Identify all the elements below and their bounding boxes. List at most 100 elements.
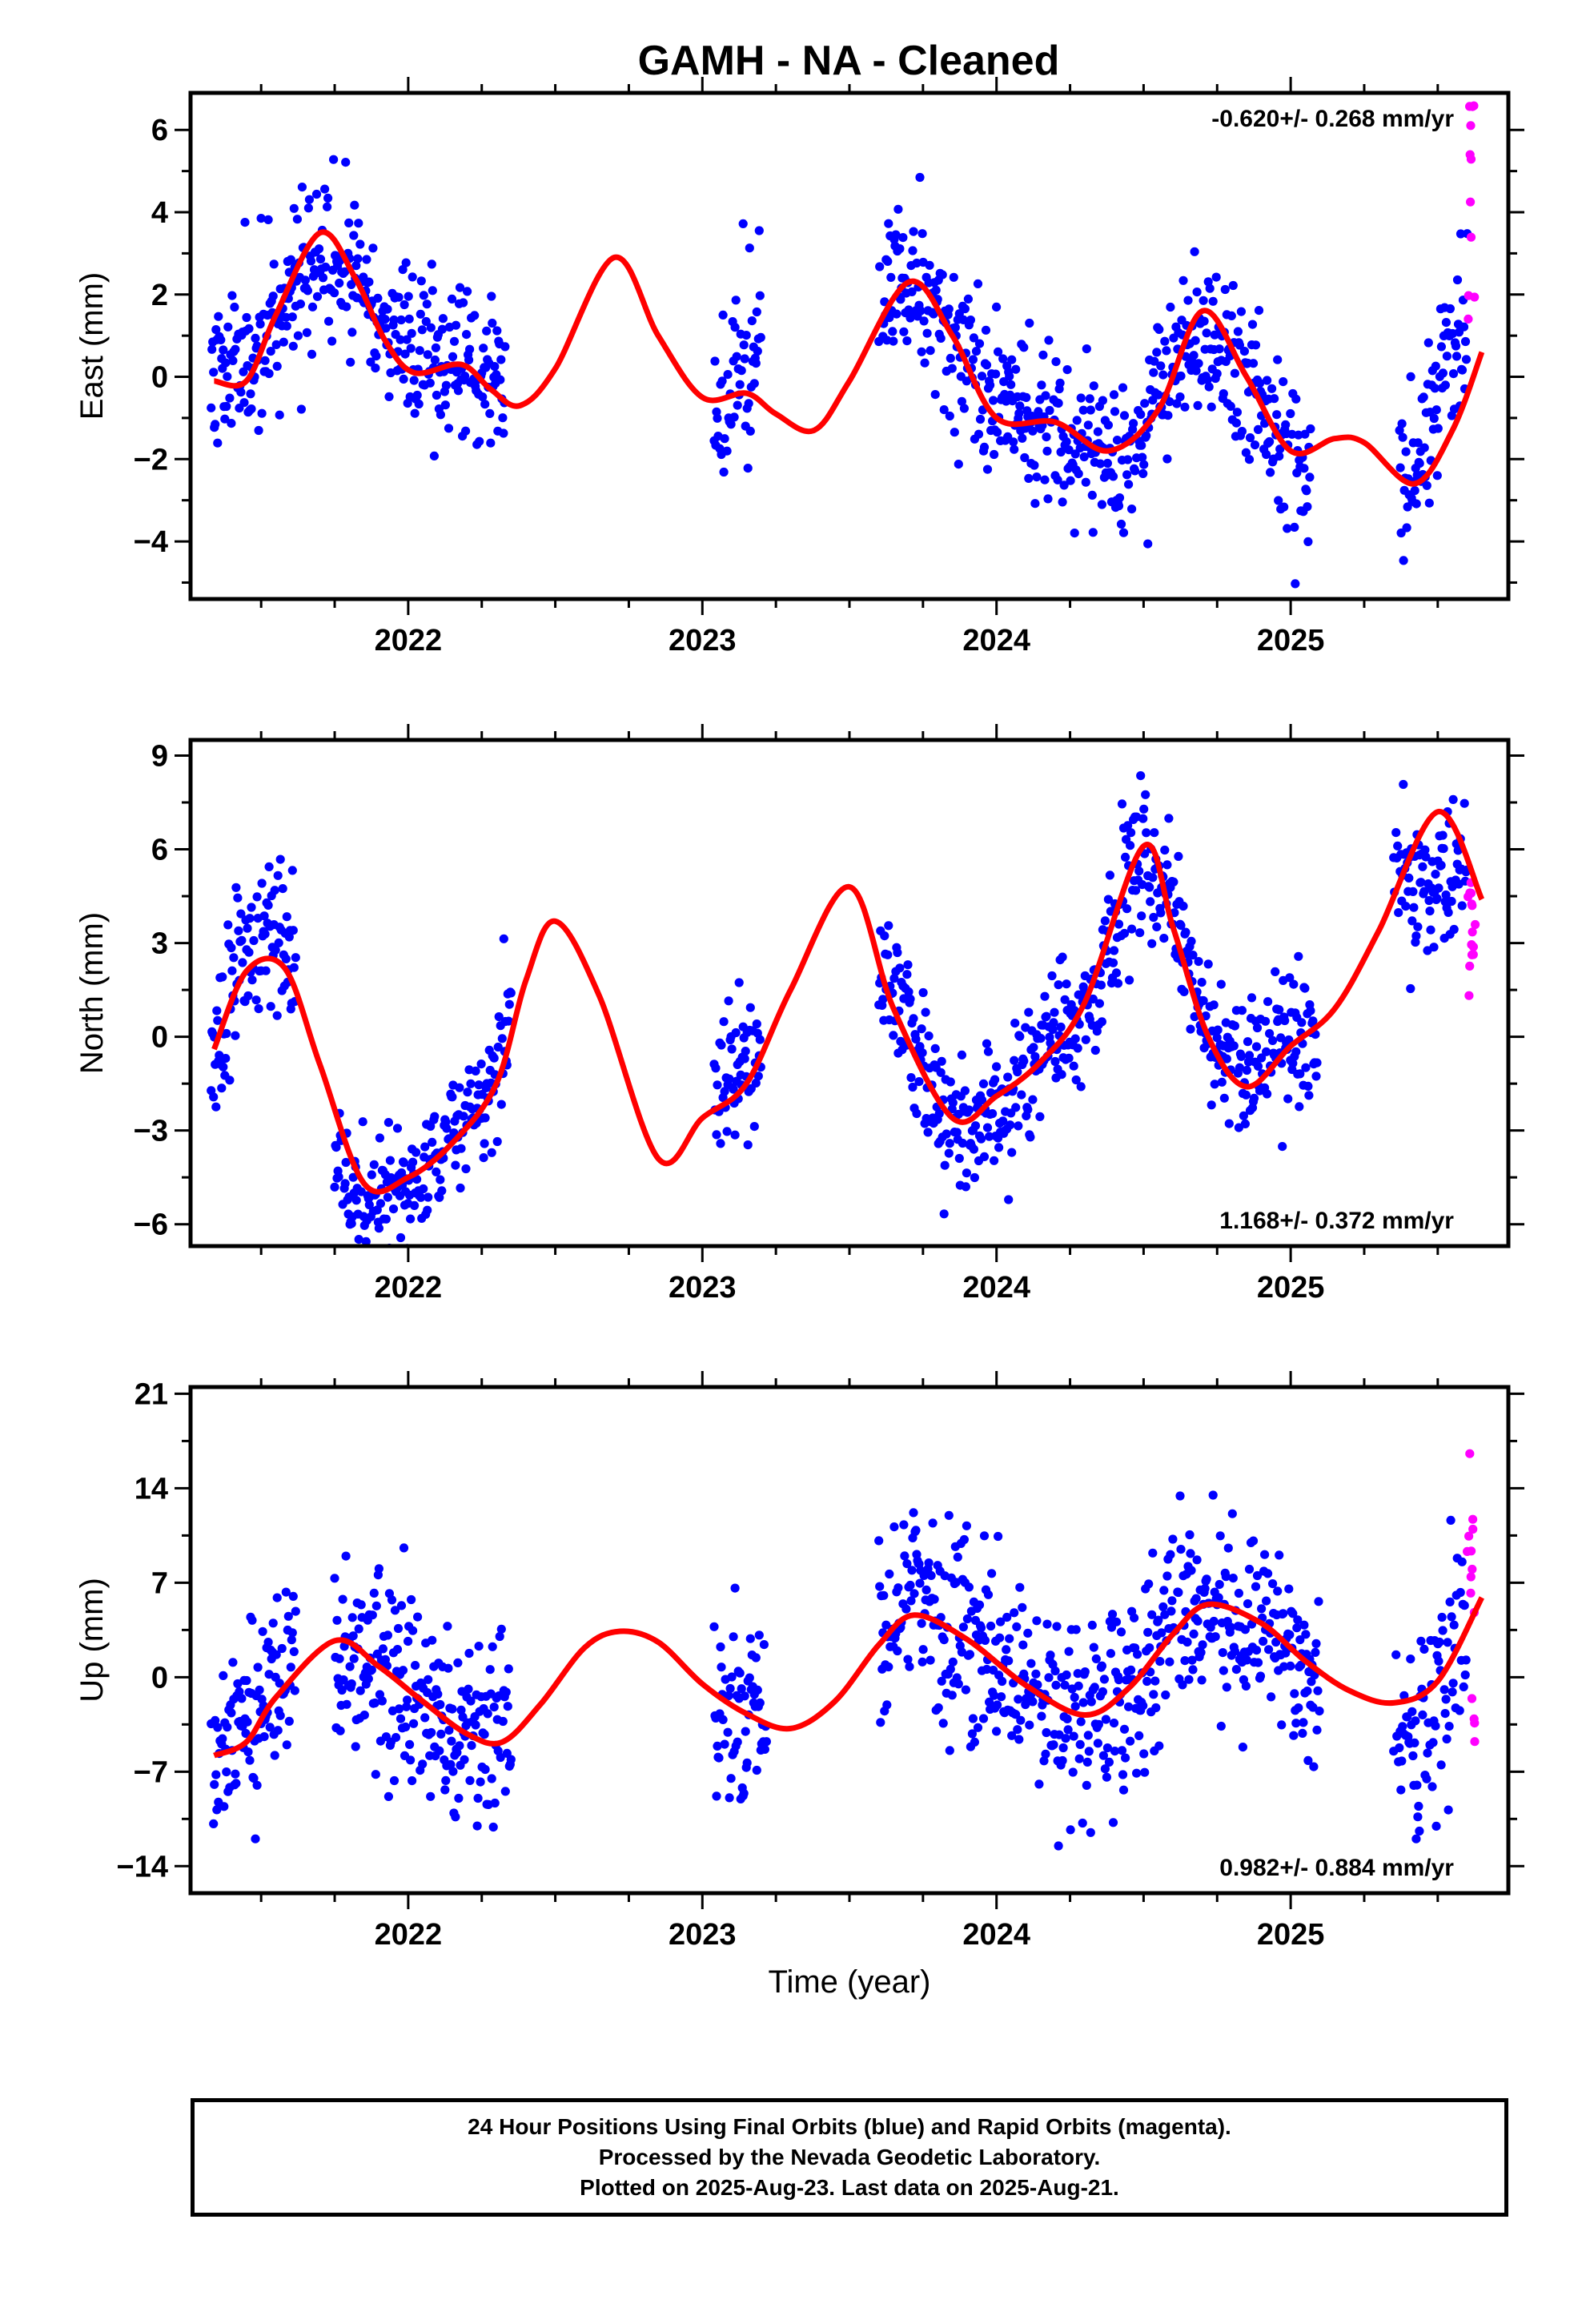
- north-final-point: [243, 923, 252, 933]
- up-final-point: [1054, 1841, 1063, 1851]
- up-final-points: [207, 1490, 1471, 1851]
- up-final-point: [760, 1744, 770, 1754]
- east-final-point: [1459, 322, 1469, 332]
- up-final-point: [387, 1595, 397, 1605]
- up-final-point: [1397, 1756, 1407, 1766]
- north-final-point: [985, 1132, 994, 1141]
- north-final-point: [958, 1138, 967, 1148]
- north-final-point: [1058, 952, 1067, 962]
- up-final-point: [995, 1633, 1005, 1642]
- east-final-point: [1230, 368, 1239, 378]
- east-final-point: [400, 349, 410, 359]
- up-final-point: [1423, 1748, 1432, 1758]
- north-final-point: [1108, 958, 1118, 967]
- up-final-point: [253, 1663, 263, 1672]
- up-final-point: [959, 1534, 969, 1545]
- east-final-point: [1440, 380, 1450, 390]
- north-final-point: [1207, 1100, 1216, 1110]
- up-final-point: [456, 1705, 466, 1715]
- north-final-point: [1103, 895, 1113, 904]
- up-final-point: [277, 1643, 287, 1654]
- east-final-point: [1044, 336, 1054, 345]
- east-final-point: [1300, 429, 1310, 439]
- north-final-point: [388, 1204, 399, 1214]
- north-final-point: [266, 1002, 275, 1011]
- up-final-point: [1191, 1594, 1201, 1603]
- up-final-point: [435, 1746, 444, 1755]
- up-final-point: [354, 1624, 363, 1634]
- east-final-point: [207, 403, 216, 412]
- east-final-point: [312, 292, 323, 301]
- up-final-point: [1295, 1635, 1305, 1645]
- up-final-point: [1284, 1584, 1294, 1594]
- east-final-point: [447, 294, 457, 304]
- up-final-point: [444, 1726, 454, 1735]
- east-final-point: [263, 215, 273, 224]
- up-final-point: [1226, 1622, 1235, 1632]
- up-final-point: [724, 1691, 733, 1701]
- up-final-point: [466, 1696, 476, 1706]
- east-final-point: [295, 300, 305, 309]
- north-final-point: [1113, 979, 1123, 988]
- up-final-point: [1039, 1756, 1049, 1766]
- east-final-point: [371, 352, 381, 361]
- east-final-point: [745, 426, 755, 436]
- up-final-point: [1148, 1548, 1158, 1558]
- up-final-point: [287, 1635, 296, 1645]
- up-final-point: [976, 1623, 986, 1633]
- north-final-point: [904, 987, 913, 997]
- east-final-point: [954, 460, 963, 469]
- east-final-point: [384, 392, 394, 401]
- east-final-point: [464, 355, 474, 365]
- up-final-point: [1016, 1715, 1026, 1725]
- up-final-point: [1396, 1785, 1406, 1795]
- east-final-point: [908, 246, 917, 255]
- up-final-point: [948, 1657, 958, 1667]
- east-final-point: [1097, 500, 1106, 509]
- up-final-point: [1412, 1780, 1422, 1790]
- north-final-point: [1295, 1069, 1305, 1079]
- east-final-point: [1395, 463, 1405, 472]
- north-final-point: [979, 1152, 990, 1161]
- up-final-point: [465, 1775, 475, 1785]
- up-final-point: [1418, 1710, 1427, 1719]
- east-final-point: [1137, 440, 1146, 450]
- up-final-point: [402, 1702, 412, 1711]
- east-final-point: [745, 243, 754, 253]
- north-final-point: [983, 1047, 994, 1056]
- north-final-point: [1057, 1070, 1066, 1080]
- east-final-point: [1140, 399, 1150, 408]
- up-final-point: [332, 1615, 342, 1625]
- up-final-point: [1456, 1587, 1465, 1598]
- up-final-point: [759, 1640, 769, 1650]
- east-final-point: [1432, 471, 1442, 480]
- east-final-point: [296, 404, 306, 414]
- up-final-point: [392, 1645, 403, 1655]
- north-final-point: [263, 900, 273, 910]
- east-final-point: [1419, 392, 1428, 402]
- east-final-point: [1291, 394, 1301, 404]
- east-final-point: [1011, 364, 1021, 374]
- up-final-point: [1102, 1743, 1112, 1753]
- east-final-point: [414, 399, 424, 409]
- east-final-point: [1042, 432, 1051, 442]
- up-final-point: [1119, 1724, 1130, 1734]
- east-rapid-point: [1466, 197, 1476, 207]
- up-final-point: [964, 1582, 974, 1592]
- east-final-point: [1401, 447, 1411, 456]
- north-final-point: [1311, 1072, 1321, 1081]
- up-final-point: [1455, 1706, 1464, 1715]
- up-final-point: [1126, 1736, 1135, 1746]
- north-final-point: [992, 1062, 1002, 1072]
- east-y-tick-label: 0: [151, 361, 168, 395]
- up-final-point: [249, 1774, 259, 1783]
- east-final-point: [1232, 408, 1242, 417]
- up-final-point: [367, 1665, 376, 1675]
- up-final-point: [213, 1723, 223, 1732]
- up-final-point: [881, 1620, 891, 1630]
- up-final-point: [716, 1642, 725, 1652]
- north-rapid-point: [1464, 892, 1473, 902]
- north-final-point: [471, 1066, 480, 1076]
- up-final-point: [1442, 1734, 1452, 1744]
